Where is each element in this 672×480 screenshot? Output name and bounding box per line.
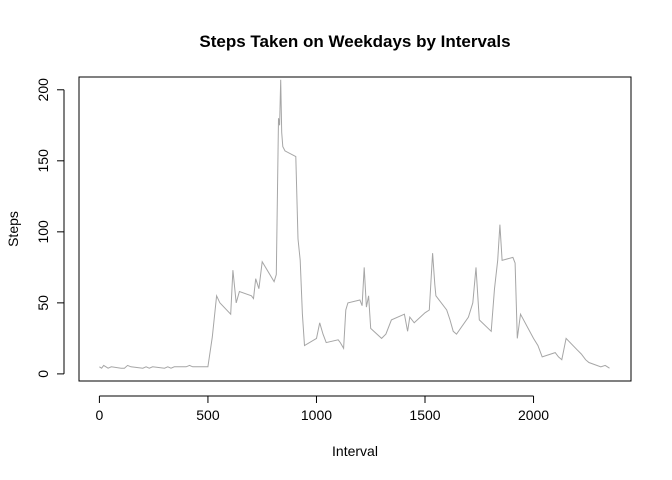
y-axis-label: Steps [5, 211, 21, 247]
x-axis: 0 500 1000 1500 2000 [96, 395, 549, 423]
x-axis-label: Interval [332, 443, 378, 459]
x-tick-label: 0 [96, 407, 104, 423]
y-tick-label: 50 [35, 295, 51, 311]
y-tick-label: 0 [35, 370, 51, 378]
plot-frame [78, 76, 632, 382]
steps-series-line [99, 79, 610, 369]
y-tick-label: 100 [35, 220, 51, 244]
y-axis: 0 50 100 150 200 [35, 78, 65, 378]
y-tick-label: 200 [35, 78, 51, 102]
x-tick-label: 2000 [518, 407, 549, 423]
y-tick-label: 150 [35, 149, 51, 173]
x-tick-label: 500 [196, 407, 220, 423]
x-tick-label: 1000 [301, 407, 332, 423]
x-tick-label: 1500 [409, 407, 440, 423]
chart-title: Steps Taken on Weekdays by Intervals [199, 32, 510, 51]
